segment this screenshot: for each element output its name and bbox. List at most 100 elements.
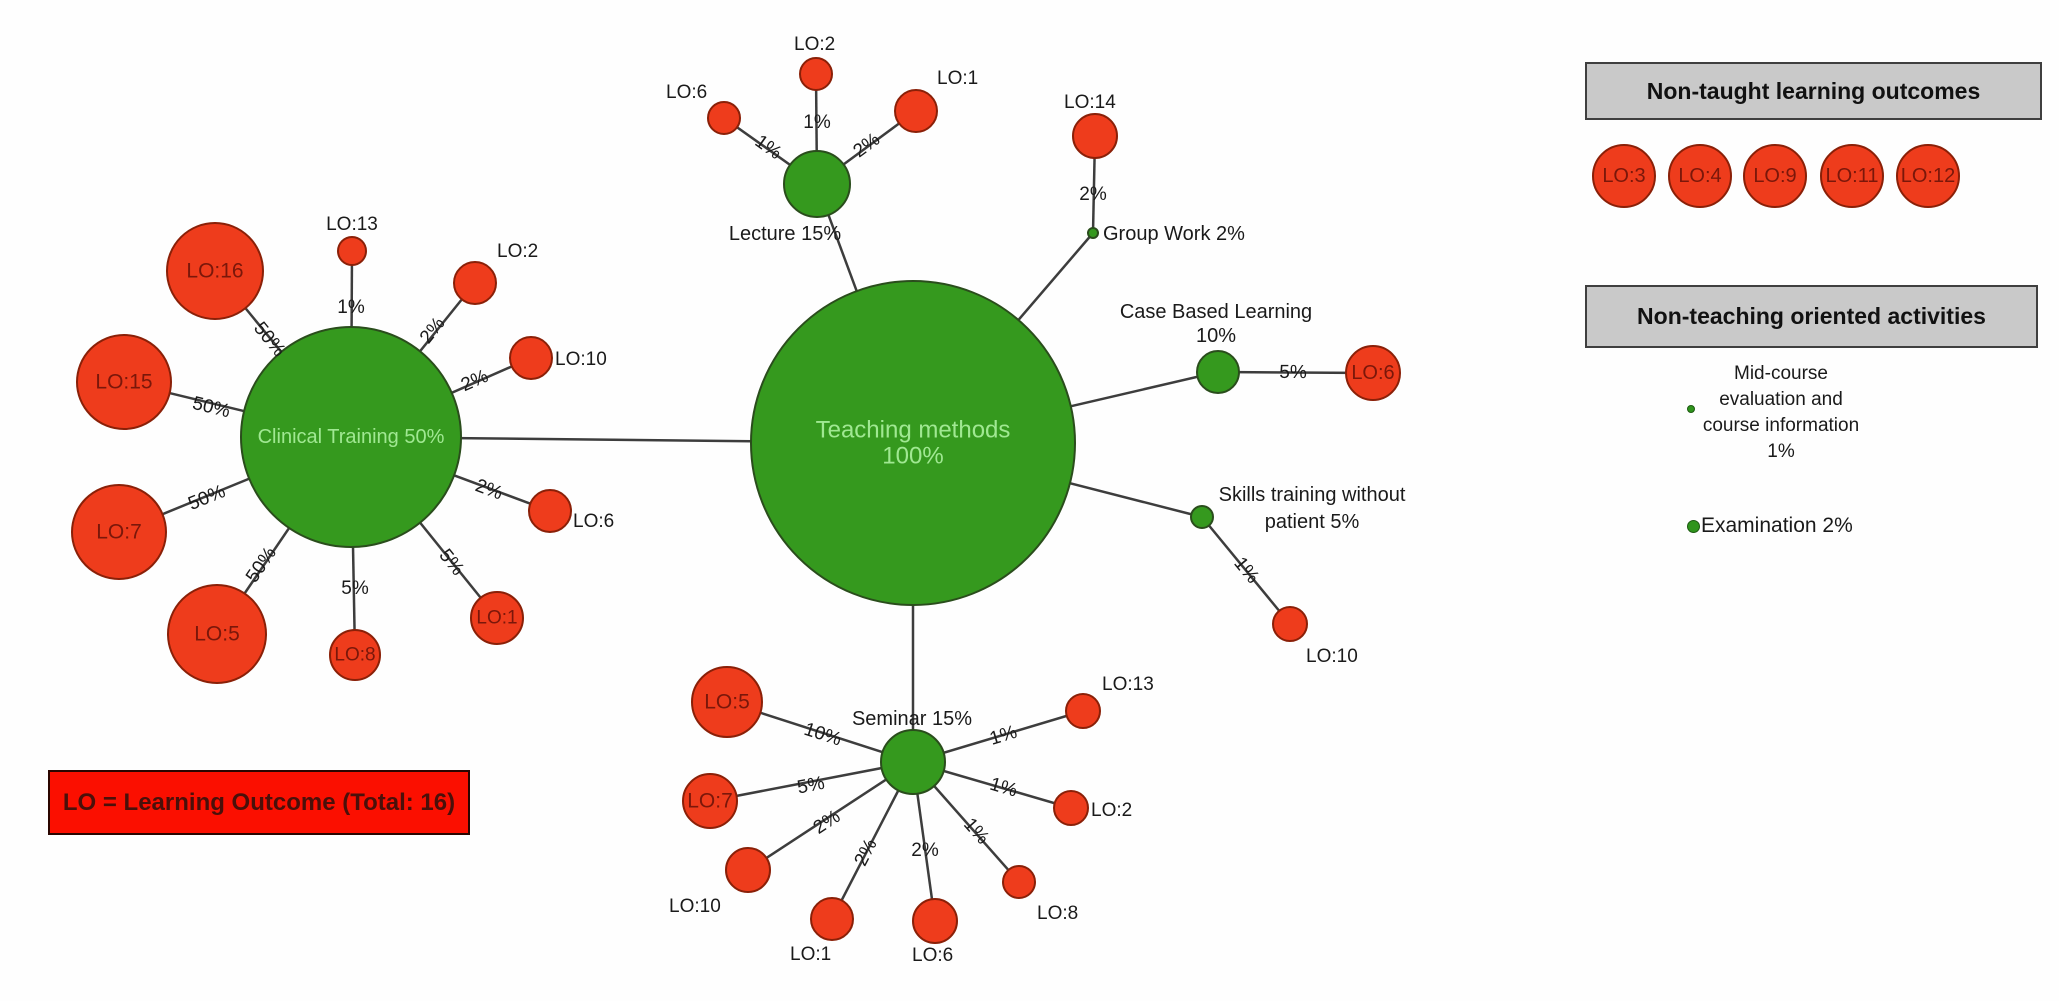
- outcome-node-l2: [799, 57, 833, 91]
- non-taught-header: Non-taught learning outcomes: [1585, 62, 2042, 120]
- edge-skills-sk10: [1201, 516, 1291, 625]
- method-node-teaching: [750, 280, 1076, 606]
- non-taught-lo-circle: LO:11: [1820, 144, 1884, 208]
- lo-chip-label: LO:4: [1678, 164, 1722, 187]
- edge-weight-label: 1%: [803, 112, 831, 133]
- outcome-node-l6: [707, 101, 741, 135]
- outcome-node-c13: [337, 236, 367, 266]
- edge-weight-label: 2%: [1079, 184, 1107, 205]
- node-label-c10: LO:10: [555, 349, 607, 370]
- method-node-clinical: [240, 326, 462, 548]
- non-teaching-header: Non-teaching oriented activities: [1585, 285, 2038, 348]
- outcome-node-s10: [725, 847, 771, 893]
- outcome-node-c10: [509, 336, 553, 380]
- midcourse-line: Mid-course: [1734, 363, 1828, 384]
- outcome-node-c15: [76, 334, 172, 430]
- node-label-s2: LO:2: [1091, 800, 1132, 821]
- node-label-c16: LO:16: [186, 260, 243, 283]
- legend-label: LO = Learning Outcome (Total: 16): [62, 788, 456, 816]
- node-label-c6: LO:6: [573, 511, 614, 532]
- edge-weight-label: 1%: [337, 297, 365, 318]
- midcourse-activity: Mid-course evaluation and course informa…: [1641, 361, 1921, 465]
- outcome-node-c1: [470, 591, 524, 645]
- node-label-cb6: LO:6: [1351, 362, 1394, 384]
- outcome-node-c6: [528, 489, 572, 533]
- edge-weight-label: 50%: [185, 481, 228, 515]
- midcourse-dot: [1687, 405, 1695, 413]
- outcome-node-c7: [71, 484, 167, 580]
- legend-box: LO = Learning Outcome (Total: 16): [48, 770, 470, 835]
- node-label-casebased: Case Based Learning: [1120, 301, 1312, 323]
- node-label-c5: LO:5: [194, 623, 240, 646]
- edge-weight-label: 50%: [190, 393, 232, 422]
- node-label-teaching: 100%: [882, 443, 943, 470]
- node-label-clinical: Clinical Training 50%: [258, 426, 445, 448]
- outcome-node-l1: [894, 89, 938, 133]
- edge-weight-label: 10%: [801, 719, 844, 751]
- node-label-groupwork: Group Work 2%: [1103, 223, 1245, 245]
- lo-chip-label: LO:11: [1825, 164, 1879, 187]
- non-teaching-header-label: Non-teaching oriented activities: [1637, 303, 1986, 329]
- method-node-lecture: [783, 150, 851, 218]
- node-label-c15: LO:15: [95, 371, 152, 394]
- node-label-s1: LO:1: [790, 944, 831, 965]
- lo-chip-label: LO:9: [1753, 164, 1797, 187]
- examination-dot: [1687, 519, 1700, 533]
- outcome-node-s7: [682, 773, 738, 829]
- edge-weight-label: 2%: [850, 835, 881, 869]
- non-taught-lo-circle: LO:4: [1668, 144, 1732, 208]
- edge-seminar-s7: [709, 760, 914, 803]
- node-label-s5: LO:5: [704, 691, 750, 714]
- edge-weight-label: 2%: [911, 840, 939, 861]
- node-label-sk10: LO:10: [1306, 646, 1358, 667]
- method-node-skills: [1190, 505, 1214, 529]
- node-label-s10: LO:10: [669, 896, 721, 917]
- lo-chip-label: LO:3: [1602, 164, 1646, 187]
- outcome-node-sk10: [1272, 606, 1308, 642]
- non-taught-lo-circle: LO:9: [1743, 144, 1807, 208]
- method-node-groupwork: [1087, 227, 1099, 239]
- outcome-node-s8: [1002, 865, 1036, 899]
- non-taught-lo-circle: LO:3: [1592, 144, 1656, 208]
- edge-weight-label: 5%: [341, 578, 369, 599]
- midcourse-line: 1%: [1767, 441, 1795, 462]
- edge-weight-label: 2%: [416, 313, 450, 348]
- node-label-s6: LO:6: [912, 945, 953, 966]
- edge-weight-label: 2%: [458, 366, 492, 396]
- node-label-l6: LO:6: [666, 82, 707, 103]
- node-label-l1: LO:1: [937, 68, 978, 89]
- edge-weight-label: 5%: [1279, 362, 1307, 383]
- lo-chip-label: LO:12: [1900, 164, 1956, 187]
- node-label-lecture: Lecture 15%: [729, 223, 842, 245]
- midcourse-line: evaluation and: [1719, 389, 1843, 410]
- node-label-g14: LO:14: [1064, 92, 1116, 113]
- outcome-node-c8: [329, 629, 381, 681]
- outcome-node-s5: [691, 666, 763, 738]
- node-label-skills: Skills training without: [1219, 484, 1406, 506]
- examination-activity: Examination 2%: [1687, 514, 1853, 538]
- method-node-casebased: [1196, 350, 1240, 394]
- node-label-c8: LO:8: [334, 645, 375, 666]
- outcome-node-cb6: [1345, 345, 1401, 401]
- node-label-seminar: Seminar 15%: [852, 708, 972, 730]
- edge-weight-label: 1%: [987, 722, 1019, 750]
- outcome-node-s2: [1053, 790, 1089, 826]
- node-label-casebased: 10%: [1196, 325, 1236, 347]
- examination-label: Examination 2%: [1701, 514, 1853, 537]
- node-label-c7: LO:7: [96, 521, 142, 544]
- outcome-node-c16: [166, 222, 264, 320]
- outcome-node-s6: [912, 898, 958, 944]
- node-label-c13: LO:13: [326, 214, 378, 235]
- edge-weight-label: 1%: [987, 774, 1019, 802]
- node-label-s8: LO:8: [1037, 903, 1078, 924]
- node-label-s7: LO:7: [687, 790, 733, 813]
- outcome-node-g14: [1072, 113, 1118, 159]
- non-taught-lo-circle: LO:12: [1896, 144, 1960, 208]
- midcourse-line: course information: [1702, 415, 1860, 436]
- edge-weight-label: 5%: [795, 773, 826, 799]
- node-label-s13: LO:13: [1102, 674, 1154, 695]
- node-label-c1: LO:1: [476, 608, 517, 629]
- edge-weight-label: 2%: [472, 475, 505, 504]
